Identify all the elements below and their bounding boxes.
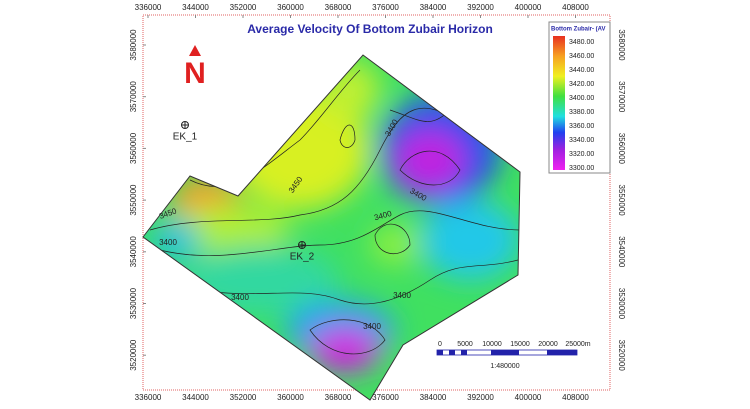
x-tick-label: 360000 [277, 3, 304, 12]
x-tick-label: 344000 [182, 3, 209, 12]
north-label: N [184, 57, 206, 90]
contour-label: 3400 [393, 291, 411, 300]
legend-title: Bottom Zubair- (AV [551, 27, 606, 33]
x-tick-label: 368000 [325, 393, 352, 402]
scale-label: 5000 [457, 341, 473, 348]
y-tick-label: 3570000 [129, 81, 138, 113]
y-tick-label: 3580000 [129, 29, 138, 61]
y-tick-label: 3520000 [617, 340, 626, 372]
legend-label: 3380.00 [569, 109, 594, 116]
scale-ratio: 1:480000 [490, 363, 519, 370]
legend-colorbar [553, 36, 565, 170]
x-tick-label: 408000 [562, 393, 589, 402]
legend-label: 3400.00 [569, 95, 594, 102]
y-tick-label: 3570000 [617, 81, 626, 113]
contour-label: 3400 [159, 238, 177, 247]
x-tick-label: 400000 [515, 3, 542, 12]
y-tick-label: 3550000 [617, 185, 626, 217]
x-tick-label: 392000 [467, 3, 494, 12]
x-tick-label: 344000 [182, 393, 209, 402]
legend-label: 3300.00 [569, 165, 594, 172]
legend-label: 3340.00 [569, 137, 594, 144]
scale-bar-blocks [437, 350, 577, 355]
scale-label: 10000 [482, 341, 502, 348]
x-tick-label: 368000 [325, 3, 352, 12]
scale-label: 20000 [538, 341, 558, 348]
north-arrow [189, 45, 201, 56]
y-tick-label: 3530000 [129, 287, 138, 319]
legend-label: 3420.00 [569, 81, 594, 88]
well-label: EK_1 [173, 132, 198, 143]
scale-label: 15000 [510, 341, 530, 348]
well-cross [298, 241, 306, 249]
y-tick-label: 3580000 [617, 29, 626, 61]
contour-label: 3400 [231, 293, 249, 302]
legend-label: 3460.00 [569, 53, 594, 60]
x-tick-label: 400000 [515, 393, 542, 402]
map-title: Average Velocity Of Bottom Zubair Horizo… [247, 22, 493, 36]
legend-label: 3480.00 [569, 39, 594, 46]
scale-label: 0 [438, 341, 442, 348]
x-tick-label: 376000 [372, 393, 399, 402]
y-tick-label: 3540000 [129, 236, 138, 268]
x-tick-label: 384000 [420, 3, 447, 12]
x-tick-label: 384000 [420, 393, 447, 402]
scale-label: 25000m [565, 341, 590, 348]
x-tick-label: 352000 [230, 393, 257, 402]
x-tick-label: 352000 [230, 3, 257, 12]
legend-label: 3440.00 [569, 67, 594, 74]
survey-outline [142, 54, 521, 401]
x-tick-label: 336000 [135, 393, 162, 402]
y-tick-label: 3560000 [129, 132, 138, 164]
contour-label: 3400 [363, 322, 381, 331]
y-tick-label: 3520000 [129, 339, 138, 371]
x-tick-label: 376000 [372, 3, 399, 12]
y-tick-label: 3550000 [129, 184, 138, 216]
legend-label: 3360.00 [569, 123, 594, 130]
y-tick-label: 3530000 [617, 288, 626, 320]
x-tick-label: 392000 [467, 393, 494, 402]
y-tick-label: 3560000 [617, 133, 626, 165]
well-cross [181, 121, 189, 129]
legend-label: 3320.00 [569, 151, 594, 158]
x-tick-label: 336000 [135, 3, 162, 12]
well-label: EK_2 [290, 252, 315, 263]
x-tick-label: 408000 [562, 3, 589, 12]
y-tick-label: 3540000 [617, 236, 626, 268]
x-tick-label: 360000 [277, 393, 304, 402]
